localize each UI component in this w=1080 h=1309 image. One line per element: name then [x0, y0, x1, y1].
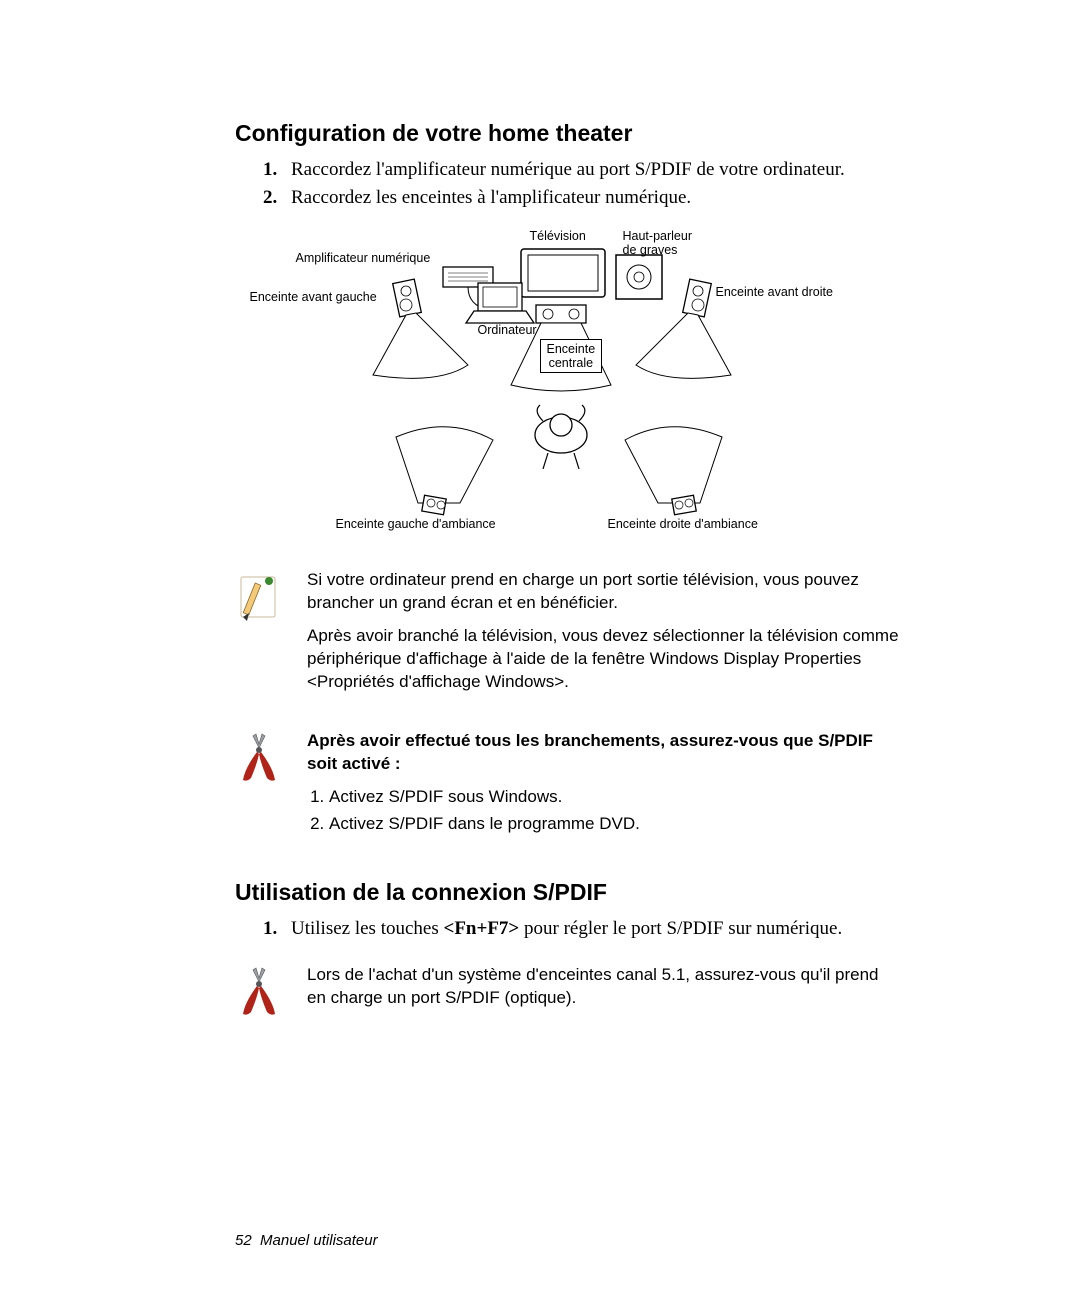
diagram-label-subwoofer-1: Haut-parleur: [623, 229, 692, 243]
note-spdif-enable: Après avoir effectué tous les branchemen…: [235, 730, 900, 840]
list-item: 2. Raccordez les enceintes à l'amplifica…: [263, 187, 900, 209]
diagram-svg: [268, 225, 868, 535]
home-theater-diagram: Télévision Haut-parleur de graves Amplif…: [268, 225, 868, 535]
step-number: 1.: [263, 918, 291, 940]
step-text: Raccordez l'amplificateur numérique au p…: [291, 159, 900, 181]
heading-spdif: Utilisation de la connexion S/PDIF: [235, 879, 900, 906]
diagram-label-subwoofer-2: de graves: [623, 243, 678, 257]
manual-title: Manuel utilisateur: [260, 1232, 378, 1249]
pliers-icon: [235, 964, 283, 1020]
page-footer: 52 Manuel utilisateur: [235, 1232, 378, 1249]
diagram-label-surround-right: Enceinte droite d'ambiance: [608, 517, 758, 531]
diagram-label-front-right: Enceinte avant droite: [716, 285, 833, 299]
note-tv-output: Si votre ordinateur prend en charge un p…: [235, 569, 900, 704]
page-number: 52: [235, 1232, 252, 1249]
pliers-icon: [235, 730, 283, 786]
diagram-label-amplifier: Amplificateur numérique: [296, 251, 431, 265]
diagram-label-front-left: Enceinte avant gauche: [250, 290, 377, 304]
spdif-steps-list: 1. Utilisez les touches <Fn+F7> pour rég…: [263, 918, 900, 940]
step-number: 1.: [263, 159, 291, 181]
list-item: 1. Utilisez les touches <Fn+F7> pour rég…: [263, 918, 900, 940]
diagram-label-computer: Ordinateur: [478, 323, 537, 337]
pencil-note-icon: [235, 569, 283, 625]
list-item: 1. Raccordez l'amplificateur numérique a…: [263, 159, 900, 181]
config-steps-list: 1. Raccordez l'amplificateur numérique a…: [263, 159, 900, 209]
diagram-label-center-1: Enceinte: [547, 342, 596, 356]
note-list-item: Activez S/PDIF sous Windows.: [329, 786, 900, 809]
step-text: Raccordez les enceintes à l'amplificateu…: [291, 187, 900, 209]
diagram-label-tv: Télévision: [530, 229, 586, 243]
note-list-item: Activez S/PDIF dans le programme DVD.: [329, 813, 900, 836]
heading-config: Configuration de votre home theater: [235, 120, 900, 147]
note-text: Si votre ordinateur prend en charge un p…: [307, 569, 900, 615]
note-text: Lors de l'achat d'un système d'enceintes…: [307, 964, 900, 1010]
diagram-label-surround-left: Enceinte gauche d'ambiance: [336, 517, 496, 531]
step-text: Utilisez les touches <Fn+F7> pour régler…: [291, 918, 900, 940]
step-number: 2.: [263, 187, 291, 209]
note-heading: Après avoir effectué tous les branchemen…: [307, 730, 900, 776]
note-text: Après avoir branché la télévision, vous …: [307, 625, 900, 694]
note-speaker-purchase: Lors de l'achat d'un système d'enceintes…: [235, 964, 900, 1020]
diagram-label-center-2: centrale: [549, 356, 593, 370]
